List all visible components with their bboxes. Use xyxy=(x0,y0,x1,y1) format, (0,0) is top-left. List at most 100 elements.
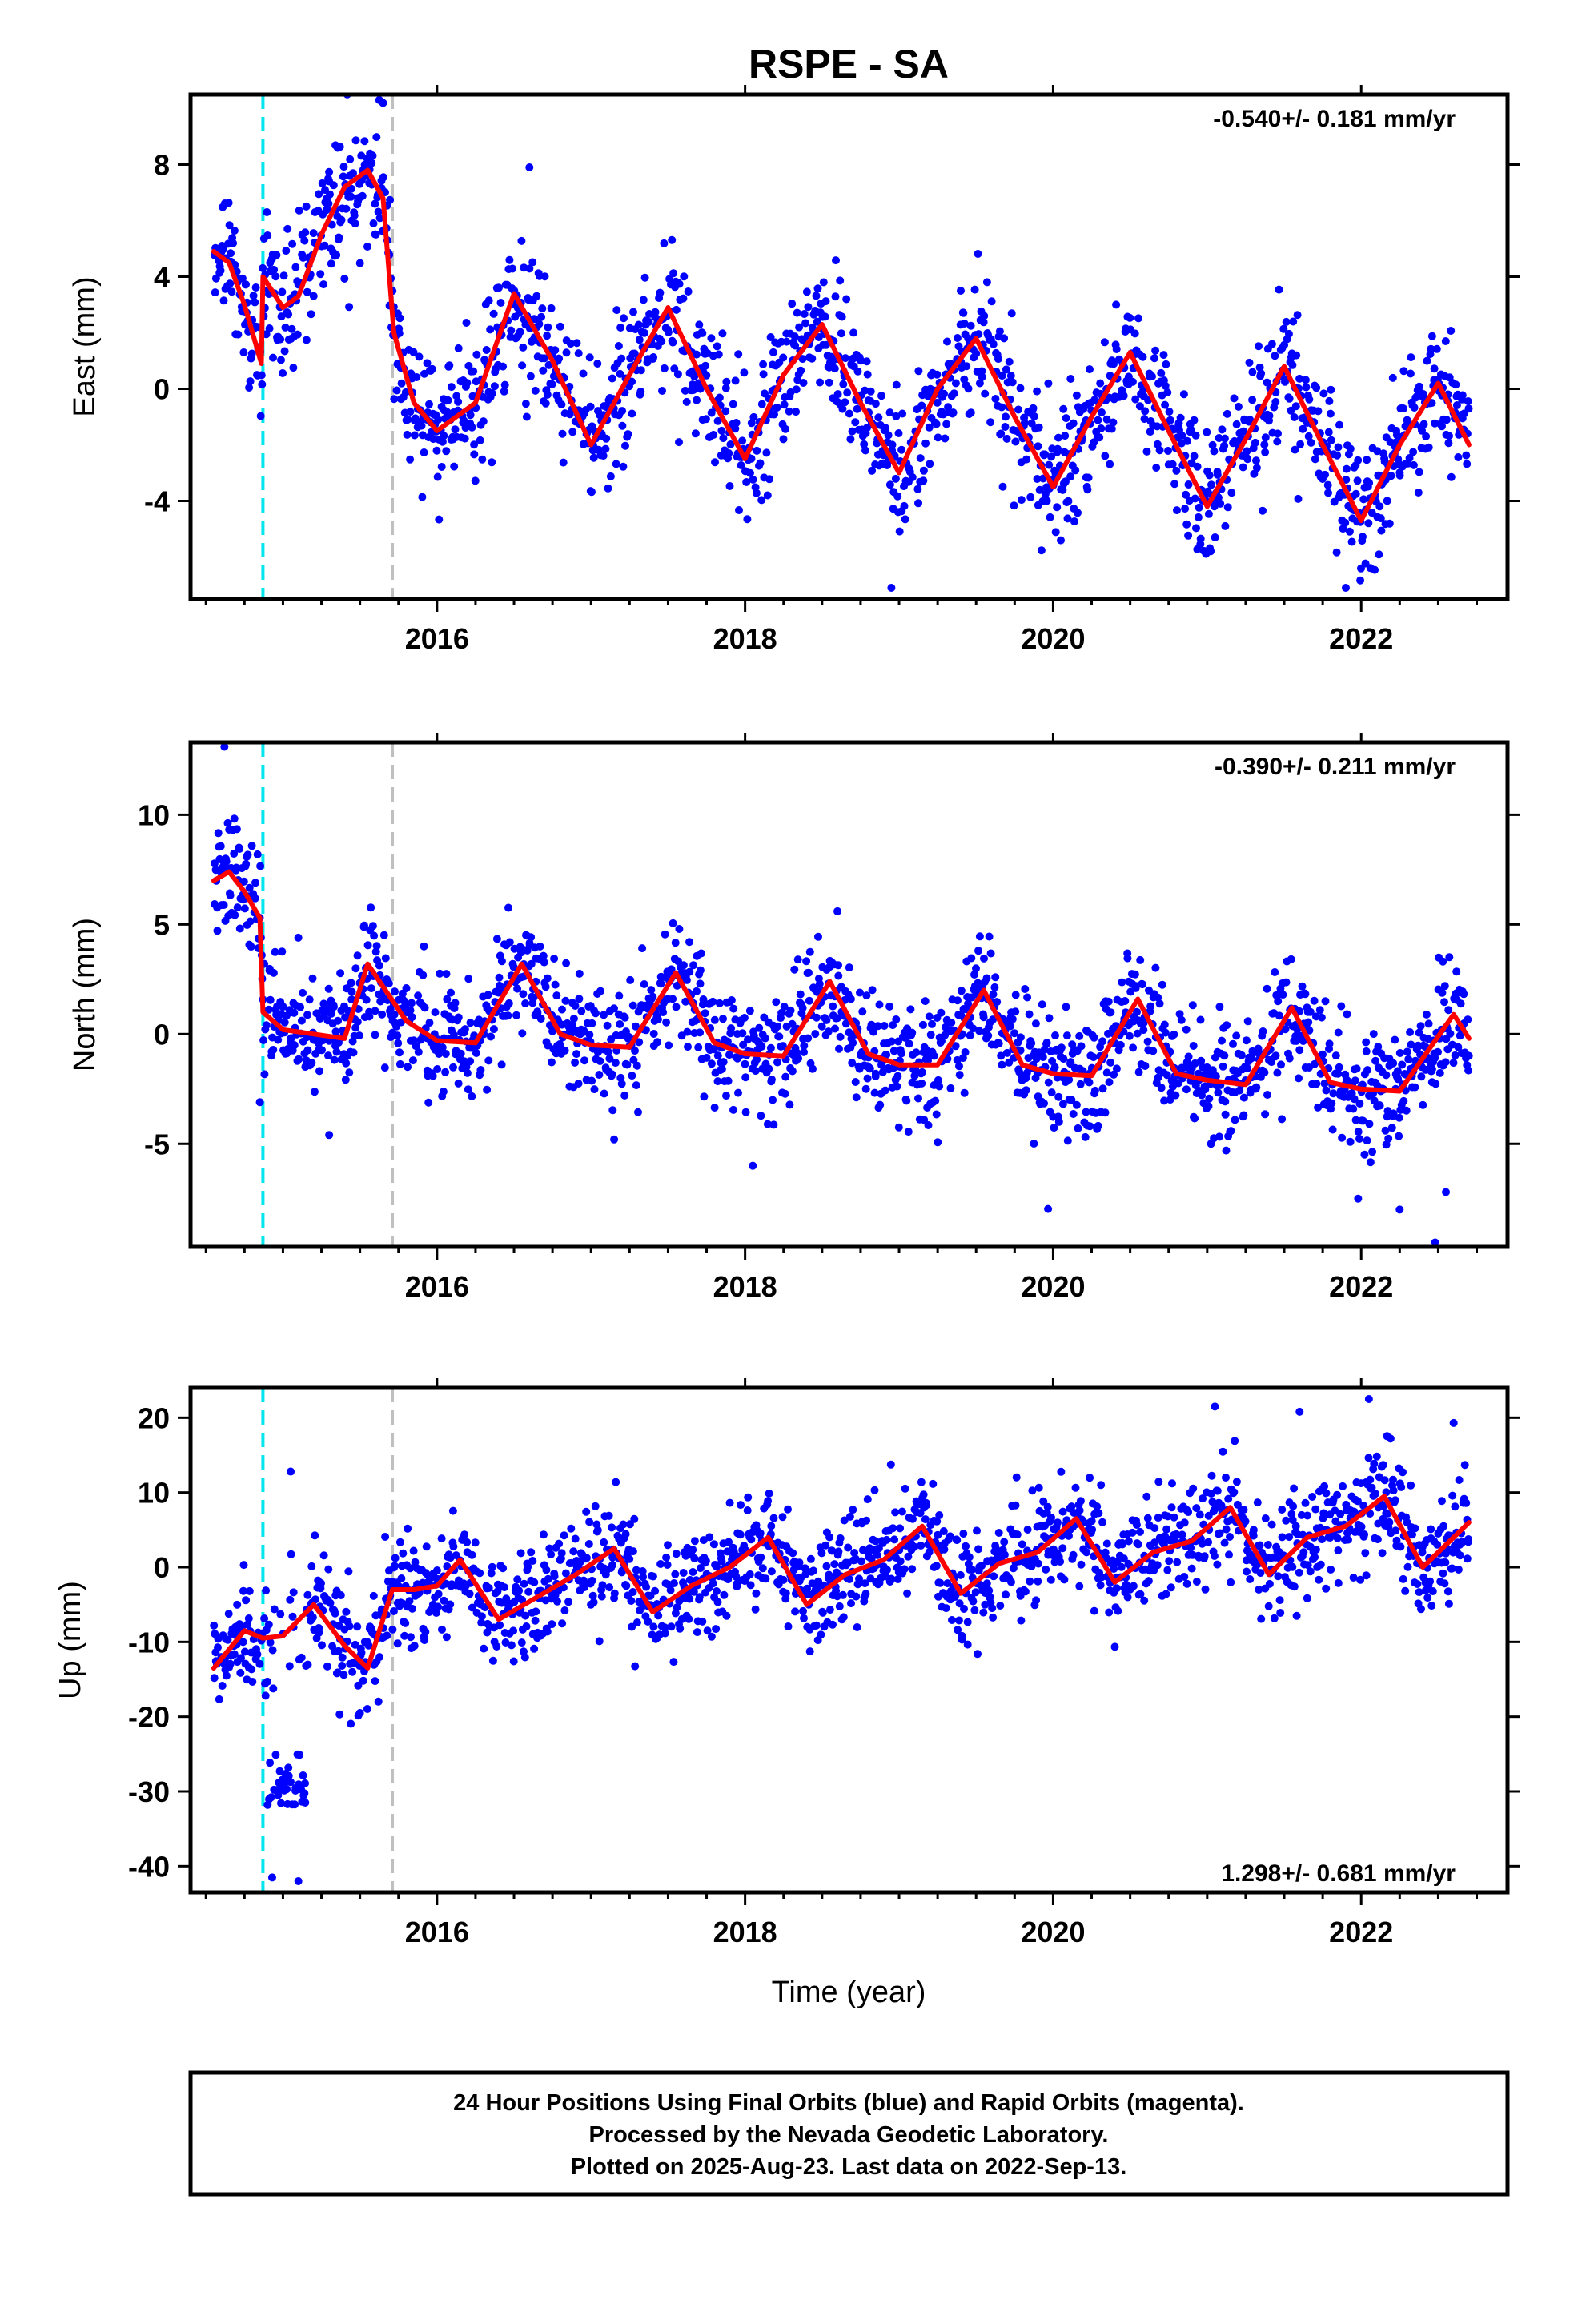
data-point xyxy=(447,383,456,392)
data-point xyxy=(715,999,724,1007)
data-point xyxy=(717,1064,726,1073)
data-point xyxy=(580,1576,588,1585)
data-point xyxy=(691,429,700,438)
data-point xyxy=(725,1051,733,1059)
data-point xyxy=(305,995,314,1004)
data-point xyxy=(756,459,765,468)
data-point xyxy=(530,1578,539,1586)
data-point xyxy=(374,1697,383,1706)
data-point xyxy=(552,991,561,1000)
data-point xyxy=(380,1063,389,1072)
data-point xyxy=(1031,1019,1040,1028)
data-point xyxy=(1257,369,1266,378)
data-point xyxy=(639,296,648,304)
data-point xyxy=(1154,1514,1162,1522)
data-point xyxy=(866,387,875,396)
data-point xyxy=(1438,988,1447,997)
data-point xyxy=(519,343,528,352)
data-point xyxy=(1399,404,1407,413)
data-point xyxy=(871,1537,880,1546)
data-point xyxy=(994,355,1002,364)
data-point xyxy=(800,310,809,318)
data-point xyxy=(863,1495,872,1504)
data-point xyxy=(372,133,381,142)
data-point xyxy=(1162,360,1170,368)
data-point xyxy=(1221,1097,1230,1106)
data-point xyxy=(680,272,689,281)
data-point xyxy=(1002,412,1010,421)
data-point xyxy=(1218,425,1227,434)
data-point xyxy=(632,1022,640,1031)
data-point xyxy=(375,961,383,970)
data-point xyxy=(764,1497,773,1506)
data-point xyxy=(435,515,444,524)
data-point xyxy=(673,370,682,379)
data-point xyxy=(780,400,789,409)
data-point xyxy=(290,1041,299,1050)
data-point xyxy=(598,1581,607,1590)
data-point xyxy=(260,1070,269,1079)
data-point xyxy=(1044,379,1053,388)
data-point xyxy=(821,312,829,321)
data-point xyxy=(462,319,471,327)
data-point xyxy=(893,1575,902,1583)
data-point xyxy=(244,1614,253,1622)
data-point xyxy=(684,287,693,296)
data-point xyxy=(1311,455,1319,464)
data-point xyxy=(1074,1124,1082,1132)
data-point xyxy=(1405,454,1414,462)
data-point xyxy=(994,1529,1003,1537)
data-point xyxy=(729,1004,738,1013)
data-point xyxy=(1435,1068,1444,1077)
data-point xyxy=(1123,954,1132,963)
data-point xyxy=(1371,1056,1380,1065)
data-point xyxy=(396,1059,404,1068)
data-point xyxy=(409,348,418,356)
data-point xyxy=(1013,1530,1022,1539)
data-point xyxy=(551,980,560,989)
data-point xyxy=(460,434,469,443)
data-point xyxy=(496,299,505,307)
data-point xyxy=(816,378,825,387)
data-point xyxy=(404,1524,412,1533)
data-point xyxy=(1334,1069,1343,1078)
data-point xyxy=(644,317,653,326)
data-point xyxy=(324,984,333,993)
data-point xyxy=(410,1642,419,1651)
data-point xyxy=(1107,424,1116,433)
data-point xyxy=(796,990,805,999)
data-point xyxy=(930,1051,938,1060)
data-point xyxy=(703,1626,712,1635)
data-point xyxy=(230,1650,239,1659)
data-point xyxy=(396,1538,404,1546)
data-point xyxy=(284,1763,293,1772)
data-point xyxy=(830,364,839,373)
data-point xyxy=(1279,324,1288,333)
data-point xyxy=(935,1511,944,1519)
data-point xyxy=(402,984,411,992)
data-point xyxy=(640,328,648,337)
data-point xyxy=(1438,422,1446,431)
data-point xyxy=(307,1059,316,1068)
data-point xyxy=(258,380,267,388)
data-point xyxy=(833,390,842,399)
data-point xyxy=(786,1006,795,1015)
data-point xyxy=(1182,520,1191,529)
data-point xyxy=(533,1008,542,1017)
data-point xyxy=(1302,383,1311,392)
data-point xyxy=(451,425,460,434)
data-point xyxy=(425,400,433,408)
data-point xyxy=(294,933,303,942)
data-point xyxy=(1314,1103,1323,1112)
data-point xyxy=(1098,1518,1106,1526)
data-point xyxy=(484,296,493,305)
data-point xyxy=(978,372,986,381)
data-point xyxy=(608,1070,616,1079)
data-point xyxy=(1234,402,1243,411)
data-point xyxy=(689,1568,697,1576)
data-point xyxy=(1082,1108,1090,1116)
data-point xyxy=(883,1566,891,1574)
data-point xyxy=(862,1516,871,1525)
data-point xyxy=(1273,437,1282,446)
